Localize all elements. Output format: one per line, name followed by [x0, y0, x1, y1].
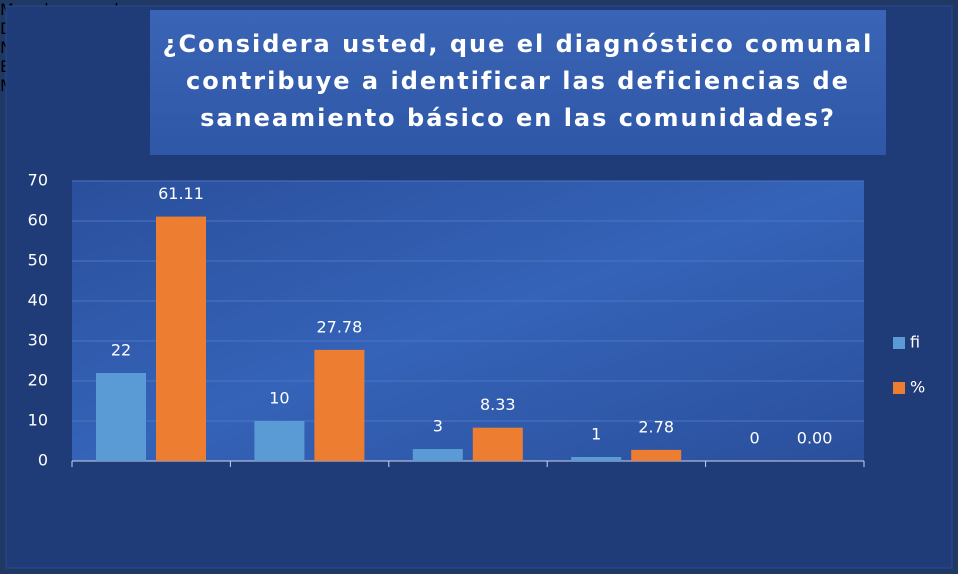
y-tick-label: 30 — [28, 331, 48, 350]
legend-label: % — [910, 378, 925, 397]
data-label: 22 — [111, 341, 131, 360]
bar — [412, 449, 463, 461]
y-tick-label: 50 — [28, 251, 48, 270]
bar — [314, 349, 365, 461]
y-tick-label: 20 — [28, 371, 48, 390]
bar — [571, 457, 622, 461]
data-label: 3 — [433, 417, 443, 436]
y-tick-label: 40 — [28, 291, 48, 310]
bar — [631, 449, 682, 461]
bar — [254, 421, 305, 461]
data-label: 0.00 — [797, 429, 833, 448]
data-label: 2.78 — [638, 417, 674, 436]
bar — [156, 216, 206, 461]
y-tick-label: 0 — [38, 451, 48, 470]
data-label: 10 — [269, 389, 289, 408]
legend-swatch — [893, 337, 905, 349]
legend-label: fi — [910, 333, 920, 352]
data-label: 0 — [750, 429, 760, 448]
y-tick-label: 10 — [28, 411, 48, 430]
data-label: 8.33 — [480, 395, 516, 414]
legend-swatch — [893, 382, 905, 394]
bar — [96, 373, 146, 461]
data-label: 61.11 — [158, 184, 204, 203]
data-label: 1 — [591, 425, 601, 444]
data-label: 27.78 — [316, 317, 362, 336]
chart-title: ¿Considera usted, que el diagnóstico com… — [150, 10, 886, 155]
bar — [472, 427, 523, 461]
y-tick-label: 60 — [28, 211, 48, 230]
y-tick-label: 70 — [28, 171, 48, 190]
